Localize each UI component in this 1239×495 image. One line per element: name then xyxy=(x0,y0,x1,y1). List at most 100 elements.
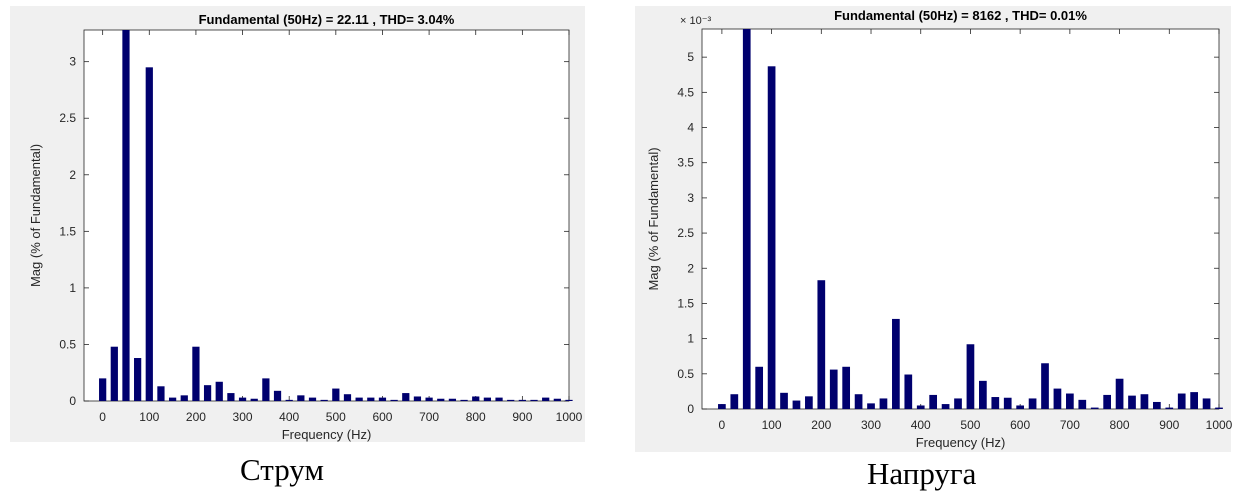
bar xyxy=(542,397,550,401)
x-tick-label: 400 xyxy=(911,418,931,432)
y-tick-label: 5 xyxy=(687,50,694,64)
bar xyxy=(227,393,235,401)
bar xyxy=(250,398,258,401)
bar xyxy=(168,397,177,401)
x-tick-label: 800 xyxy=(1110,418,1130,432)
current-spectrum-panel: 0 100 200 300 400 500 600 700 800 900 1000 0 0.5 1 1.5… xyxy=(10,6,585,442)
x-tick-label: 300 xyxy=(233,410,253,424)
bar xyxy=(378,397,387,401)
current-spectrum-chart: 0 100 200 300 400 500 600 700 800 900 1000 0 0.5 1 1.5… xyxy=(28,12,583,442)
bar xyxy=(1140,394,1149,409)
bar xyxy=(755,366,764,409)
x-axis-label: Frequency (Hz) xyxy=(916,435,1006,450)
bar xyxy=(1103,394,1112,409)
plot-area xyxy=(83,29,570,402)
x-tick-label: 200 xyxy=(811,418,831,432)
bar xyxy=(1115,378,1124,409)
y-exponent-label: × 10⁻³ xyxy=(680,15,712,27)
bar xyxy=(817,280,826,409)
y-tick-label: 0 xyxy=(687,402,694,416)
bar xyxy=(483,397,492,401)
y-tick-label: 3 xyxy=(69,55,76,69)
x-tick-label: 900 xyxy=(512,410,532,424)
bar xyxy=(134,358,142,401)
y-axis-label: Mag (% of Fundamental) xyxy=(28,144,43,287)
bar xyxy=(192,346,200,401)
x-tick-label: 600 xyxy=(1010,418,1030,432)
x-tick-label: 400 xyxy=(279,410,299,424)
x-tick-label: 800 xyxy=(466,410,486,424)
bar xyxy=(854,394,863,409)
bar xyxy=(792,400,801,409)
bar xyxy=(518,399,526,401)
bar xyxy=(367,397,375,401)
bar xyxy=(979,380,987,409)
x-tick-label: 0 xyxy=(99,410,106,424)
y-tick-label: 1 xyxy=(687,332,694,346)
bar xyxy=(1078,399,1087,409)
x-tick-label: 300 xyxy=(861,418,881,432)
bar xyxy=(780,392,788,409)
bar xyxy=(867,403,875,409)
y-tick-label: 0 xyxy=(69,394,76,408)
x-tick-label: 700 xyxy=(1060,418,1080,432)
bar xyxy=(507,399,515,401)
bar xyxy=(495,397,503,401)
plot-area xyxy=(701,28,1220,410)
bar xyxy=(1028,398,1037,409)
bar xyxy=(460,399,468,401)
x-tick-label: 100 xyxy=(139,410,159,424)
bar xyxy=(157,386,165,401)
bar xyxy=(110,346,118,401)
voltage-caption: Напруга xyxy=(867,456,977,491)
bar xyxy=(122,30,130,401)
bar xyxy=(842,366,851,409)
x-tick-label: 500 xyxy=(326,410,346,424)
y-tick-label: 1.5 xyxy=(59,224,76,238)
bar xyxy=(1003,397,1012,409)
bar xyxy=(332,388,340,401)
bar xyxy=(1016,405,1025,409)
bar xyxy=(1053,388,1062,409)
y-tick-label: 4 xyxy=(687,121,694,135)
bar xyxy=(1190,392,1198,409)
bar xyxy=(718,404,726,409)
x-tick-label: 0 xyxy=(719,418,726,432)
y-tick-label: 2.5 xyxy=(59,111,76,125)
bar xyxy=(904,374,913,409)
bar xyxy=(285,399,293,401)
bar xyxy=(203,385,212,401)
y-tick-label: 3.5 xyxy=(677,156,694,170)
bar xyxy=(966,344,975,409)
bar xyxy=(297,395,305,401)
bar xyxy=(308,397,317,401)
bar xyxy=(1066,393,1074,409)
x-tick-label: 1000 xyxy=(1206,418,1233,432)
bar xyxy=(941,404,950,409)
voltage-spectrum-panel: 0 100 200 300 400 500 600 700 800 900 1000 0 0.5 1 1.5… xyxy=(635,6,1233,452)
bar xyxy=(355,397,363,401)
bar xyxy=(1041,363,1049,409)
x-tick-label: 600 xyxy=(372,410,392,424)
current-caption: Струм xyxy=(240,452,324,487)
bar xyxy=(1215,407,1223,409)
bar xyxy=(879,398,888,409)
bar xyxy=(730,394,739,409)
bar xyxy=(991,397,1000,409)
bar xyxy=(343,394,352,401)
bar xyxy=(448,398,457,401)
bar xyxy=(742,29,751,409)
x-axis-label: Frequency (Hz) xyxy=(282,427,372,442)
bar xyxy=(1128,395,1136,409)
y-tick-label: 0.5 xyxy=(59,337,76,351)
bar xyxy=(767,66,776,409)
bar xyxy=(892,318,900,409)
x-tick-label: 500 xyxy=(960,418,980,432)
y-tick-label: 2.5 xyxy=(677,226,694,240)
x-tick-label: 200 xyxy=(186,410,206,424)
y-tick-label: 0.5 xyxy=(677,367,694,381)
y-tick-label: 2 xyxy=(69,168,76,182)
x-tick-label: 900 xyxy=(1159,418,1179,432)
bar xyxy=(565,399,573,401)
bar xyxy=(262,378,270,401)
